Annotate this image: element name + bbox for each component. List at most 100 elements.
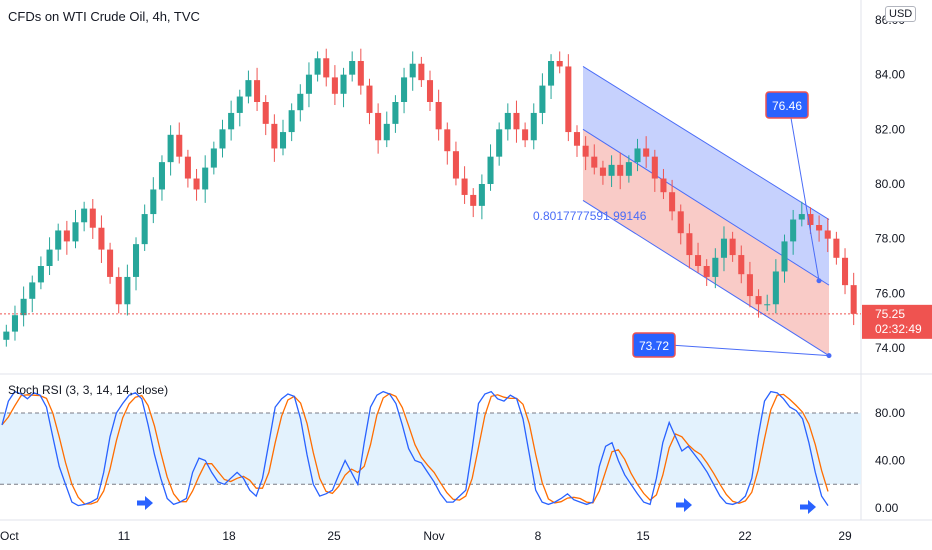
price-tick-label: 80.00 [875, 177, 905, 191]
candle-body [435, 102, 442, 130]
price-tick-label: 84.00 [875, 68, 905, 82]
arrow-right-icon [800, 500, 816, 514]
candle-body [124, 276, 131, 305]
candle-body [461, 178, 468, 195]
candle-body [418, 63, 425, 81]
chart-title: CFDs on WTI Crude Oil, 4h, TVC [8, 9, 200, 24]
candle-body [132, 244, 140, 277]
candle-body [349, 61, 356, 75]
currency-badge[interactable]: USD [885, 6, 917, 22]
candle-body [98, 227, 105, 250]
candle-body [816, 225, 823, 231]
candle-body [55, 230, 62, 250]
candle-body [824, 230, 831, 239]
candle-body [3, 331, 10, 340]
candle-body [167, 134, 174, 163]
candle-body [305, 74, 312, 94]
channel-upper-fill [583, 66, 829, 286]
arrow-right-icon [137, 496, 153, 510]
candle-body [746, 274, 753, 297]
candle-body [426, 80, 434, 102]
candle-body [176, 134, 183, 157]
candle-body [833, 238, 840, 258]
candle-body [11, 315, 18, 332]
candle-body [184, 156, 191, 179]
candle-body [599, 167, 606, 176]
candle-body [409, 63, 416, 78]
stoch-tick-label: 0.00 [875, 501, 899, 515]
candle-body [842, 257, 849, 286]
callout-high-point [816, 278, 822, 284]
time-tick-label: 11 [118, 529, 131, 543]
candle-body [496, 129, 503, 157]
candle-body [375, 112, 382, 141]
candle-body [617, 164, 624, 176]
candle-body [703, 266, 710, 277]
candle-body [548, 61, 555, 86]
callout-low-box [632, 332, 676, 358]
candle-body [764, 304, 771, 306]
candle-body [271, 123, 278, 149]
candle-body [513, 112, 520, 130]
candle-body [383, 123, 390, 141]
candle-body [712, 257, 719, 277]
candle-body [63, 230, 70, 242]
candle-body [695, 255, 702, 266]
price-tick-label: 74.00 [875, 341, 905, 355]
candle-body [37, 266, 44, 283]
last-price-value: 75.25 [875, 307, 905, 321]
candle-body [366, 85, 373, 113]
price-tick-label: 82.00 [875, 122, 905, 136]
candle-body [487, 156, 494, 184]
candle-body [660, 178, 667, 193]
candle-body [357, 61, 364, 86]
candle-body [781, 241, 788, 272]
callout-high-connector [790, 117, 820, 281]
candle-body [850, 285, 857, 314]
candle-body [565, 66, 572, 133]
candle-body [582, 145, 589, 157]
candle-body [219, 129, 226, 149]
candle-body [279, 132, 287, 149]
candle-body [608, 164, 615, 176]
candle-body [89, 208, 96, 228]
channel-coefficient-label: 0.8017777591 99146 [533, 209, 647, 223]
time-tick-label: 29 [838, 529, 852, 543]
candle-body [591, 156, 598, 168]
candle-body [254, 80, 261, 102]
stoch-band-fill [0, 413, 861, 485]
candle-body [331, 77, 338, 94]
candle-body [504, 112, 511, 130]
candle-body [202, 167, 209, 190]
candle-body [677, 211, 684, 234]
candle-body [288, 110, 295, 133]
candle-body [807, 214, 814, 225]
callout-high-box [765, 91, 809, 119]
candle-body [452, 151, 459, 179]
time-tick-label: 15 [636, 529, 650, 543]
time-tick-label: Oct [0, 529, 19, 543]
candle-body [522, 129, 529, 141]
candle-body [798, 214, 805, 220]
candle-body [340, 74, 347, 94]
candle-body [470, 194, 477, 206]
candle-body [228, 112, 235, 130]
candle-body [115, 276, 122, 305]
callout-low-label: 73.72 [639, 339, 669, 353]
candle-body [539, 85, 546, 113]
candle-body [729, 238, 736, 256]
candle-body [210, 148, 217, 168]
candle-body [262, 102, 269, 124]
candle-body [755, 296, 762, 305]
candle-body [297, 93, 304, 111]
time-tick-label: 25 [327, 529, 341, 543]
candle-body [686, 233, 693, 256]
candle-body [392, 102, 399, 124]
candle-body [573, 132, 581, 146]
candle-body [634, 148, 641, 163]
arrow-right-icon [676, 498, 692, 512]
candle-body [556, 61, 563, 67]
candle-body [669, 192, 676, 212]
candle-body [20, 298, 27, 316]
